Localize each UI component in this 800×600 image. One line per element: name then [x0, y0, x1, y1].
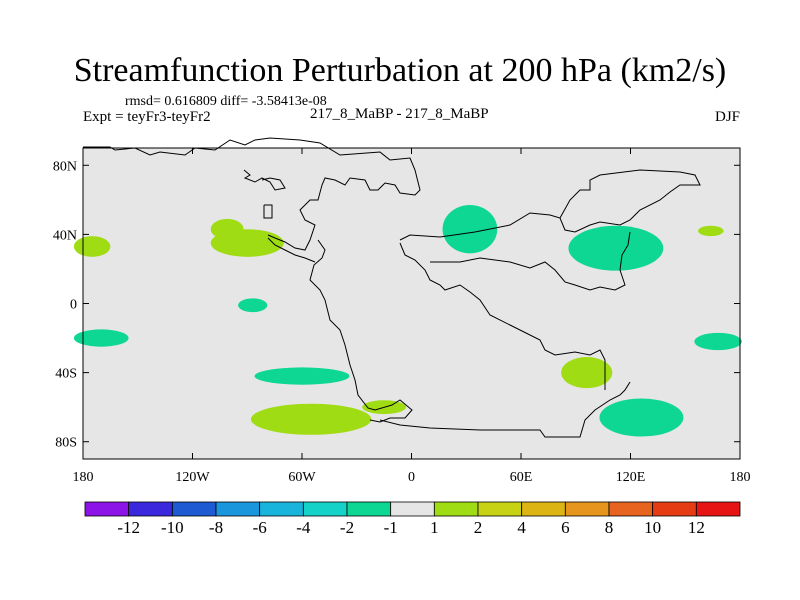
- anomaly-patch-7: [250, 403, 372, 435]
- colorbar-swatch: [84, 501, 130, 517]
- x-tick-label: 60E: [510, 470, 533, 485]
- colorbar-swatch: [346, 501, 392, 517]
- anomaly-patch-13: [599, 398, 684, 437]
- colorbar-label: 8: [605, 518, 614, 537]
- anomaly-patch-5: [73, 329, 129, 347]
- y-tick-label: 80N: [53, 159, 77, 174]
- antarctica-coast: [379, 381, 631, 438]
- anomaly-patch-12: [561, 357, 613, 389]
- colorbar-swatch: [128, 501, 173, 517]
- colorbar-swatch: [433, 501, 479, 517]
- colorbar-swatch: [302, 501, 348, 517]
- x-tick-label: 180: [730, 470, 751, 485]
- colorbar-swatch: [390, 501, 435, 517]
- anomaly-patch-11: [698, 225, 724, 237]
- colorbar-swatch: [171, 501, 217, 517]
- colorbar-swatch: [521, 501, 566, 517]
- case-label: 217_8_MaBP - 217_8_MaBP: [310, 106, 489, 122]
- x-tick-label: 120E: [616, 470, 646, 485]
- anomaly-patch-6: [254, 367, 350, 385]
- anomaly-patch-1: [73, 236, 111, 257]
- colorbar-label: 12: [688, 518, 705, 537]
- y-tick-label: 80S: [55, 436, 77, 451]
- chart-title: Streamfunction Perturbation at 200 hPa (…: [73, 52, 727, 89]
- x-tick-label: 120W: [175, 470, 210, 485]
- small-island: [263, 204, 273, 219]
- anomaly-patch-9: [442, 205, 498, 254]
- colorbar-label: 6: [561, 518, 570, 537]
- colorbar-swatch: [695, 501, 741, 517]
- colorbar-swatch: [259, 501, 304, 517]
- y-tick-label: 0: [70, 298, 77, 313]
- colorbar-label: 2: [474, 518, 483, 537]
- anomaly-patch-10: [568, 225, 664, 271]
- y-axis: 80N 40N 0 40S 80S: [53, 159, 740, 451]
- y-tick-label: 40N: [53, 228, 77, 243]
- colorbar-swatch: [215, 501, 261, 517]
- colorbar-label: -12: [117, 518, 140, 537]
- colorbar-label: -8: [209, 518, 223, 537]
- europe-africa-coast: [399, 242, 606, 390]
- x-axis: 180 120W 60W 0 60E 120E 180: [73, 148, 751, 485]
- central-america-coast: [267, 237, 316, 263]
- colorbar-label: 10: [644, 518, 661, 537]
- colorbar-label: -2: [340, 518, 354, 537]
- colorbar-swatch: [477, 501, 523, 517]
- colorbar-label: -6: [253, 518, 267, 537]
- anomaly-patch-4: [238, 298, 268, 313]
- x-tick-label: 180: [73, 470, 94, 485]
- anomaly-patch-14: [694, 332, 742, 351]
- stats-line: rmsd= 0.616809 diff= -3.58413e-08: [125, 94, 327, 109]
- colorbar-swatch: [608, 501, 654, 517]
- x-tick-label: 60W: [288, 470, 316, 485]
- colorbar-label: -1: [384, 518, 398, 537]
- season-label: DJF: [714, 109, 740, 125]
- greenland-coast: [243, 169, 286, 191]
- colorbar-label: 4: [517, 518, 526, 537]
- america-landmass: [309, 239, 413, 423]
- eurasia-africa-coast: [399, 169, 701, 241]
- x-tick-label: 0: [408, 470, 415, 485]
- anomaly-patch-3: [210, 218, 244, 240]
- experiment-label: Expt = teyFr3-teyFr2: [83, 109, 211, 125]
- colorbar-swatch: [564, 501, 610, 517]
- colorbar-label: -4: [296, 518, 311, 537]
- colorbar-label: 1: [430, 518, 439, 537]
- middle-east-coast: [430, 231, 631, 291]
- y-tick-label: 40S: [55, 367, 77, 382]
- colorbar-swatch: [652, 501, 697, 517]
- coastlines: [83, 137, 701, 438]
- colorbar-label: -10: [161, 518, 184, 537]
- colorbar: -12 -10 -8 -6 -4 -2 -1 1 2 4 6 8 10 12: [84, 501, 741, 537]
